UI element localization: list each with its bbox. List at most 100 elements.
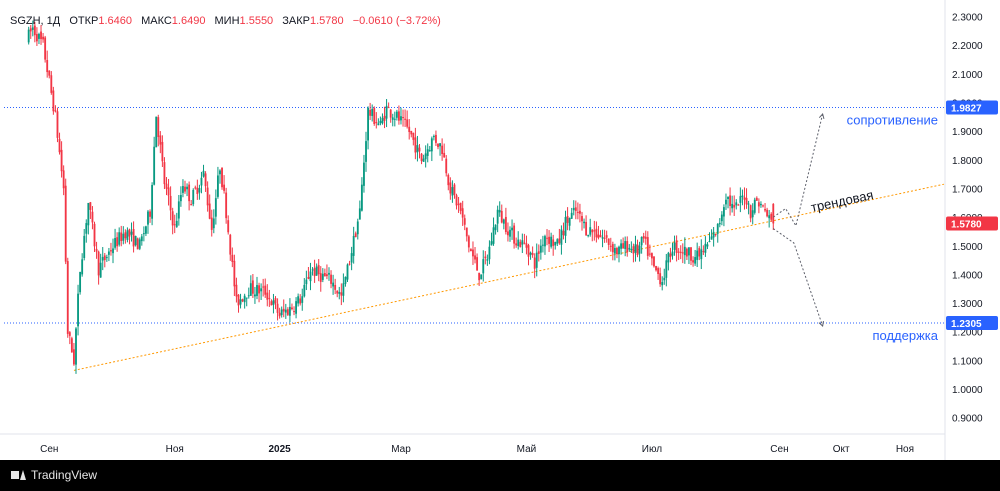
- candle-body: [737, 204, 740, 206]
- candle-body: [87, 202, 90, 226]
- candle-body: [591, 229, 594, 233]
- projection-up-path: [772, 113, 824, 228]
- x-tick-label: Сен: [770, 444, 788, 455]
- candle-body: [704, 243, 707, 253]
- candle-body: [99, 262, 102, 278]
- candle-body: [138, 239, 141, 249]
- candle-body: [356, 221, 359, 235]
- candle-body: [638, 245, 641, 254]
- candle-body: [340, 292, 343, 296]
- candle-body: [321, 273, 324, 280]
- candle-body: [661, 282, 664, 286]
- candle-body: [223, 184, 226, 191]
- candle-body: [735, 202, 738, 206]
- candle-body: [568, 217, 571, 226]
- candle-body: [529, 252, 532, 255]
- candle-body: [247, 295, 250, 297]
- candle-body: [272, 300, 275, 305]
- candle-body: [52, 90, 55, 112]
- candle-body: [745, 197, 748, 205]
- candle-body: [412, 132, 415, 140]
- candle-body: [161, 141, 164, 162]
- candle-body: [280, 309, 283, 316]
- candle-body: [770, 213, 773, 220]
- high-label: МАКС: [141, 15, 172, 27]
- y-tick-label: 2.1000: [952, 70, 983, 81]
- candle-body: [727, 196, 729, 199]
- candle-body: [712, 231, 715, 238]
- candle-body: [264, 285, 267, 295]
- candle-body: [330, 274, 332, 284]
- candle-body: [739, 196, 742, 203]
- candle-body: [204, 173, 207, 187]
- candle-body: [467, 236, 470, 248]
- candle-body: [486, 259, 489, 261]
- y-tick-label: 1.1000: [952, 356, 983, 367]
- candle-body: [449, 182, 452, 194]
- candle-body: [646, 237, 649, 256]
- candle-body: [595, 228, 598, 238]
- candle-body: [33, 25, 36, 36]
- candle-body: [354, 233, 357, 238]
- candle-body: [182, 186, 184, 193]
- candle-body: [620, 243, 622, 249]
- candle-body: [478, 272, 481, 281]
- ohlc-legend: SGZH, 1Д ОТКР1.6460 МАКС1.6490 МИН1.5550…: [10, 15, 447, 27]
- candle-body: [494, 224, 497, 231]
- x-tick-label: Май: [517, 444, 537, 455]
- candle-body: [690, 247, 692, 261]
- candle-body: [683, 246, 686, 256]
- candle-body: [237, 294, 240, 306]
- candle-body: [677, 251, 680, 253]
- candle-body: [95, 248, 98, 252]
- candle-body: [472, 249, 474, 257]
- candle-body: [79, 271, 82, 293]
- candle-body: [768, 215, 771, 219]
- candle-body: [558, 238, 561, 244]
- candle-body: [766, 209, 769, 217]
- candle-body: [480, 274, 483, 280]
- candlestick-chart[interactable]: 2.30002.20002.10002.00001.90001.80001.70…: [0, 0, 1000, 460]
- candle-body: [718, 222, 721, 225]
- candle-body: [194, 187, 197, 189]
- candle-body: [669, 253, 672, 257]
- candle-body: [583, 221, 585, 224]
- candle-body: [319, 273, 322, 282]
- candle-body: [334, 285, 337, 290]
- candle-body: [239, 299, 242, 305]
- candle-body: [626, 241, 629, 253]
- close-value: 1.5780: [309, 15, 344, 27]
- candle-body: [570, 212, 573, 219]
- candle-body: [706, 244, 709, 247]
- candle-body: [214, 198, 217, 217]
- y-tick-label: 1.3000: [952, 299, 983, 310]
- candle-body: [64, 185, 67, 262]
- candle-body: [404, 118, 407, 120]
- candle-body: [457, 203, 460, 205]
- candle-body: [97, 251, 100, 276]
- candle-body: [105, 257, 108, 259]
- candle-body: [751, 210, 754, 218]
- candle-body: [445, 158, 448, 174]
- candle-body: [81, 259, 84, 275]
- candle-body: [605, 235, 608, 238]
- candle-body: [560, 229, 563, 245]
- tradingview-logo[interactable]: TradingView: [11, 468, 97, 482]
- candle-body: [688, 247, 690, 256]
- brand-name: TradingView: [31, 468, 98, 482]
- candle-body: [463, 218, 466, 225]
- candle-body: [406, 119, 409, 127]
- candle-body: [437, 143, 439, 148]
- candle-body: [644, 236, 647, 239]
- candle-body: [295, 301, 298, 314]
- candle-body: [103, 255, 106, 261]
- y-tick-label: 2.3000: [952, 13, 983, 24]
- candle-body: [299, 298, 302, 304]
- candle-body: [147, 211, 149, 225]
- trend-line: [73, 183, 945, 371]
- candle-body: [219, 170, 221, 175]
- candle-body: [278, 312, 281, 317]
- candle-body: [35, 34, 38, 42]
- projection-down-path-arrowhead: [818, 320, 824, 327]
- symbol-label[interactable]: SGZH, 1Д: [10, 15, 61, 27]
